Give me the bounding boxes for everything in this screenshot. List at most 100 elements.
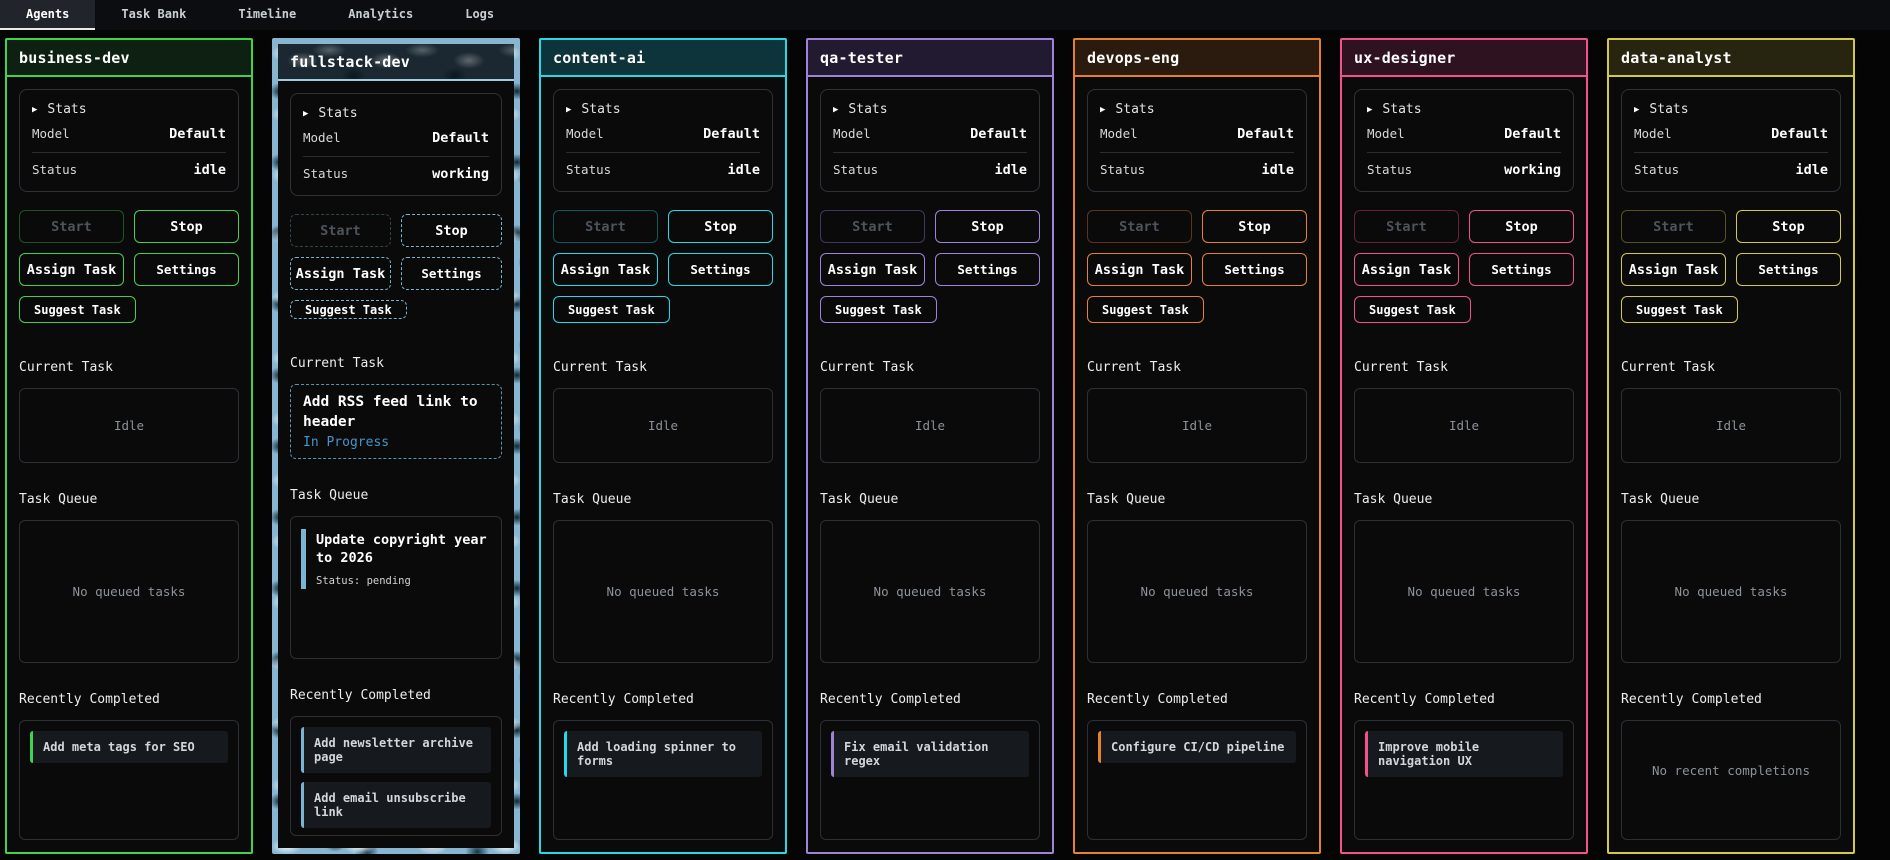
suggest-task-button[interactable]: Suggest Task (1621, 296, 1738, 323)
nav-tab-timeline[interactable]: Timeline (238, 7, 297, 21)
stats-toggle[interactable]: ▶ Stats (1100, 96, 1294, 122)
completed-item[interactable]: Configure CI/CD pipeline (1098, 731, 1296, 763)
stop-button[interactable]: Stop (134, 210, 239, 243)
completed-item[interactable]: Add meta tags for SEO (30, 731, 228, 763)
model-row: Model Default (1367, 122, 1561, 152)
status-label: Status (566, 162, 612, 177)
stop-button[interactable]: Stop (1469, 210, 1574, 243)
suggest-task-button[interactable]: Suggest Task (820, 296, 937, 323)
assign-task-button[interactable]: Assign Task (1621, 253, 1726, 286)
suggest-task-button[interactable]: Suggest Task (19, 296, 136, 323)
assign-task-button[interactable]: Assign Task (553, 253, 658, 286)
start-button[interactable]: Start (820, 210, 925, 243)
stop-button[interactable]: Stop (668, 210, 773, 243)
status-value: idle (1795, 162, 1828, 178)
status-value: idle (193, 162, 226, 178)
assign-task-button[interactable]: Assign Task (1087, 253, 1192, 286)
stop-button[interactable]: Stop (1736, 210, 1841, 243)
completed-item[interactable]: Add email unsubscribe link (301, 782, 491, 828)
agent-card-header: business-dev (7, 40, 251, 77)
current-task-box: Idle (1354, 388, 1574, 463)
current-task-idle: Idle (1448, 418, 1480, 433)
recently-completed-label: Recently Completed (1087, 692, 1228, 707)
settings-button[interactable]: Settings (1736, 253, 1841, 286)
current-task-label: Current Task (1354, 360, 1448, 375)
chevron-right-icon: ▶ (303, 108, 309, 119)
current-task-label: Current Task (553, 360, 647, 375)
settings-button[interactable]: Settings (401, 257, 502, 290)
stats-toggle[interactable]: ▶ Stats (32, 96, 226, 122)
settings-button[interactable]: Settings (1202, 253, 1307, 286)
suggest-task-button[interactable]: Suggest Task (1087, 296, 1204, 323)
stats-toggle[interactable]: ▶ Stats (1367, 96, 1561, 122)
assign-task-button[interactable]: Assign Task (290, 257, 391, 290)
settings-button[interactable]: Settings (935, 253, 1040, 286)
chevron-right-icon: ▶ (1634, 104, 1640, 115)
settings-button[interactable]: Settings (134, 253, 239, 286)
settings-button[interactable]: Settings (1469, 253, 1574, 286)
stats-toggle-label: Stats (1649, 102, 1689, 117)
nav-tab-analytics[interactable]: Analytics (348, 7, 414, 21)
recently-completed-label: Recently Completed (1621, 692, 1762, 707)
start-button[interactable]: Start (19, 210, 124, 243)
queue-item-title: Update copyright year to 2026 (316, 532, 487, 567)
queue-item[interactable]: Update copyright year to 2026 Status: pen… (301, 529, 491, 590)
chevron-right-icon: ▶ (32, 104, 38, 115)
start-button[interactable]: Start (1087, 210, 1192, 243)
start-button[interactable]: Start (553, 210, 658, 243)
stats-toggle-label: Stats (848, 102, 888, 117)
stop-button[interactable]: Stop (935, 210, 1040, 243)
model-label: Model (1634, 126, 1672, 141)
model-value: Default (1237, 126, 1294, 142)
completed-item[interactable]: Add newsletter archive page (301, 727, 491, 773)
start-button[interactable]: Start (1354, 210, 1459, 243)
stats-toggle[interactable]: ▶ Stats (833, 96, 1027, 122)
task-queue-empty: No queued tasks (1407, 584, 1521, 599)
stats-toggle[interactable]: ▶ Stats (303, 100, 489, 126)
task-queue-box: No queued tasks Update copyright year to… (290, 516, 502, 659)
start-button[interactable]: Start (290, 214, 391, 247)
status-value: working (432, 166, 489, 182)
suggest-task-button[interactable]: Suggest Task (290, 300, 407, 319)
status-label: Status (1367, 162, 1413, 177)
model-label: Model (833, 126, 871, 141)
start-button[interactable]: Start (1621, 210, 1726, 243)
task-queue-box: No queued tasks (1621, 520, 1841, 663)
current-task-idle: Idle (647, 418, 679, 433)
completed-item[interactable]: Improve mobile navigation UX (1365, 731, 1563, 777)
status-label: Status (833, 162, 879, 177)
stats-panel: ▶ Stats Model Default Status idle (553, 89, 773, 192)
suggest-task-button[interactable]: Suggest Task (553, 296, 670, 323)
assign-task-button[interactable]: Assign Task (19, 253, 124, 286)
assign-task-button[interactable]: Assign Task (1354, 253, 1459, 286)
status-row: Status working (1367, 152, 1561, 191)
stop-button[interactable]: Stop (1202, 210, 1307, 243)
current-task-box: Idle Add RSS feed link to header In Prog… (290, 384, 502, 459)
task-queue-box: No queued tasks (820, 520, 1040, 663)
assign-task-button[interactable]: Assign Task (820, 253, 925, 286)
task-queue-box: No queued tasks (19, 520, 239, 663)
completed-item[interactable]: Add loading spinner to forms (564, 731, 762, 777)
stop-button[interactable]: Stop (401, 214, 502, 247)
status-row: Status idle (1634, 152, 1828, 191)
status-row: Status idle (32, 152, 226, 191)
task-queue-empty: No queued tasks (72, 584, 186, 599)
nav-tab-task-bank[interactable]: Task Bank (121, 7, 187, 21)
completed-item[interactable]: Fix email validation regex (831, 731, 1029, 777)
agent-name: content-ai (553, 49, 646, 67)
agent-card-header: fullstack-dev (278, 44, 514, 81)
task-queue-label: Task Queue (19, 492, 98, 507)
stats-toggle[interactable]: ▶ Stats (566, 96, 760, 122)
current-task-idle: Idle (113, 418, 145, 433)
nav-tab-agents[interactable]: Agents (0, 0, 96, 30)
suggest-task-button[interactable]: Suggest Task (1354, 296, 1471, 323)
agents-row: business-dev ▶ Stats Model Default Statu… (0, 30, 1890, 860)
current-task-box: Idle (820, 388, 1040, 463)
current-task-box: Idle (19, 388, 239, 463)
status-label: Status (303, 166, 349, 181)
settings-button[interactable]: Settings (668, 253, 773, 286)
recently-completed-box: No recent completions Add meta tags for … (19, 720, 239, 840)
agent-card: data-analyst ▶ Stats Model Default Statu… (1607, 38, 1855, 854)
nav-tab-logs[interactable]: Logs (465, 7, 495, 21)
stats-toggle[interactable]: ▶ Stats (1634, 96, 1828, 122)
